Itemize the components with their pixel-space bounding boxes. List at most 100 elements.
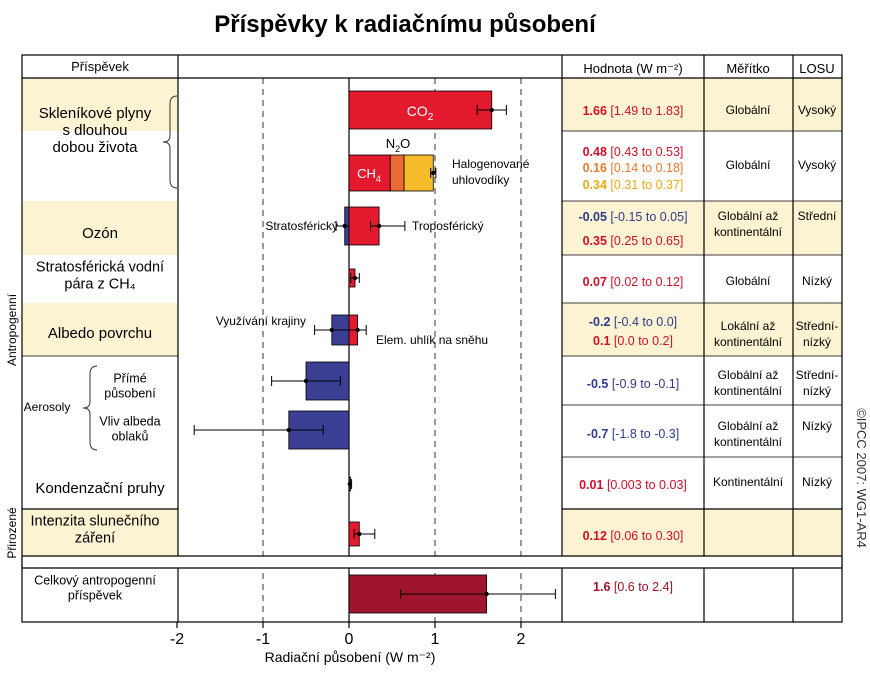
error-point [357,531,362,537]
row-label: záření [75,531,115,547]
row-bg-label [22,303,178,356]
x-tick-label: -2 [170,631,184,648]
row-label: Přímé [113,372,146,386]
bar [403,154,434,192]
value-text: -0.2 [589,315,611,329]
bar-label-ch4: CH4 [357,166,381,184]
brace-aerosols [82,365,98,451]
scale-cell: Globální až [718,419,779,433]
error-point [329,327,334,333]
row-label: Skleníkové plyny [39,105,152,122]
value-text: -0.5 [587,377,609,391]
error-point [355,327,360,333]
annot-halocarbons-1: Halogenované [452,157,530,171]
scale-cell: kontinentální [714,384,783,398]
row-bg-values [562,201,842,255]
value-cell: 0.07 [0.02 to 0.12] [583,275,684,289]
value-text: 0.01 [579,478,603,492]
x-tick-label: -1 [256,631,270,648]
bar-label-n2o: N2O [386,136,411,154]
side-label-anthropogenic: Antropogenní [5,293,19,366]
scale-cell: Globální až [718,368,779,382]
value-cell: 0.48 [0.43 to 0.53] [583,145,684,159]
range-text: [0.0 to 0.2] [614,334,673,348]
annot-stratospheric: Stratosférický [265,219,338,233]
range-text: [0.31 to 0.37] [610,178,683,192]
value-text: 0.16 [583,161,607,175]
range-text: [0.6 to 2.4] [614,580,673,594]
value-cell: 0.34 [0.31 to 0.37] [583,178,684,192]
value-cell: -0.05 [-0.15 to 0.05] [578,210,687,224]
x-axis-label: Radiační působení (W m⁻²) [265,649,436,665]
scale-cell: Kontinentální [713,475,784,489]
row-label: oblaků [112,430,149,444]
value-cell: 1.6 [0.6 to 2.4] [593,580,673,594]
error-point [484,591,489,597]
outer-frame [21,54,843,623]
copyright-label: ©IPCC 2007: WG1-AR4 [854,408,869,548]
row-bg-label [22,201,178,255]
header-losu: LOSU [799,61,834,76]
value-text: 0.34 [583,178,607,192]
range-text: [0.003 to 0.03] [607,478,687,492]
losu-cell: Střední- [796,368,839,382]
value-text: 0.07 [583,275,607,289]
row-backgrounds [22,78,842,556]
annot-land-use: Využívání krajiny [216,314,306,328]
losu-cell: Střední- [796,319,839,333]
range-text: [-0.4 to 0.0] [614,315,677,329]
value-cell: 0.12 [0.06 to 0.30] [583,529,684,543]
row-label: Albedo povrchu [48,325,152,342]
scale-cell: kontinentální [714,225,783,239]
bar [348,90,493,130]
error-point [347,481,353,487]
scale-cell: Globální až [718,209,779,223]
x-tick-label: 1 [431,631,440,648]
row-label: Celkový antropogenní [34,574,156,588]
value-text: 1.6 [593,580,610,594]
row-label: Intenzita slunečního [31,514,160,530]
annot-black-carbon: Elem. uhlík na sněhu [376,333,488,347]
bars [193,90,556,614]
row-label: Kondenzační pruhy [35,480,165,497]
range-text: [0.43 to 0.53] [610,145,683,159]
losu-cell: nízký [803,335,831,349]
value-text: 1.66 [583,104,607,118]
error-point [352,275,358,281]
error-point [286,427,291,433]
row-label: Vliv albeda [99,415,160,429]
chart-title: Příspěvky k radiačnímu působení [214,11,597,38]
x-tick-label: 2 [517,631,526,648]
side-label-natural: Přirozené [5,507,19,559]
error-point [342,223,347,229]
error-point [376,223,382,229]
scale-cell: Globální [726,158,771,172]
row-bg-label [22,78,178,131]
header-value: Hodnota (W m⁻²) [583,61,682,76]
row-label: pára z CH₄ [64,277,135,293]
value-text: 0.35 [583,234,607,248]
error-point [431,170,436,176]
scale-cell: Globální [726,103,771,117]
error-point [489,107,494,113]
row-label: s dlouhou [62,122,127,139]
header-contribution: Příspěvek [71,59,129,74]
losu-cell: Vysoký [798,103,836,117]
scale-cell: Lokální až [721,319,776,333]
row-label: příspěvek [68,589,123,603]
range-text: [0.02 to 0.12] [610,275,683,289]
row-label: dobou života [52,139,138,156]
value-text: 0.12 [583,529,607,543]
scale-cell: Globální [726,274,771,288]
losu-cell: Vysoký [798,158,836,172]
value-cell: 0.01 [0.003 to 0.03] [579,478,687,492]
row-bg-label [22,509,178,556]
value-cell: 0.1 [0.0 to 0.2] [593,334,673,348]
total-gap [22,556,842,568]
losu-cell: nízký [803,384,831,398]
value-text: -0.05 [578,210,607,224]
value-cell: 1.66 [1.49 to 1.83] [583,104,684,118]
range-text: [0.25 to 0.65] [610,234,683,248]
scale-cell: kontinentální [714,435,783,449]
